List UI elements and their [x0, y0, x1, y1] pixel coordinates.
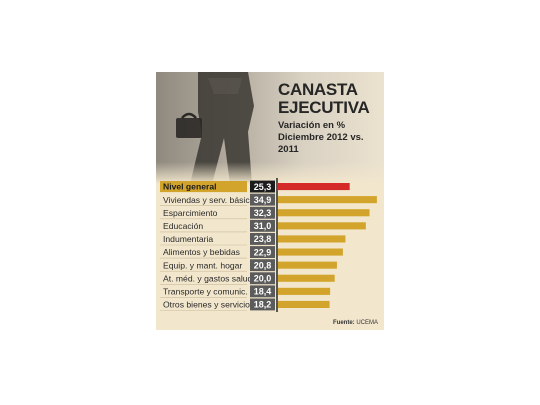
bar [278, 287, 331, 295]
value-box [250, 246, 275, 258]
businessman-figure [176, 72, 254, 184]
chart-card: CANASTA EJECUTIVA Variación en % Diciemb… [156, 72, 384, 330]
bar [278, 196, 377, 204]
value-label: 31,0 [254, 221, 272, 231]
highlight-label-bg [160, 181, 247, 193]
value-label: 22,9 [254, 247, 272, 257]
category-label: Otros bienes y servicios [163, 300, 254, 310]
value-label: 20,0 [254, 273, 272, 283]
category-label: Educación [163, 221, 203, 231]
value-box [250, 285, 275, 298]
source-name: UCEMA [356, 320, 378, 326]
value-label: 23,8 [254, 234, 272, 244]
title-line-1: CANASTA [278, 80, 358, 99]
bar [278, 235, 346, 243]
bar [278, 183, 350, 191]
category-label: At. méd. y gastos salud [163, 273, 253, 283]
bar-chart: Nivel general 25,3 Viviendas y serv. básic… [160, 178, 377, 312]
value-box [250, 233, 275, 245]
title-line-2: EJECUTIVA [278, 98, 370, 117]
value-label: 18,2 [254, 300, 272, 310]
category-label: Viviendas y serv. básicos [163, 195, 259, 205]
value-box [250, 272, 275, 285]
value-label: 20,8 [254, 260, 272, 270]
header-photo [156, 72, 384, 184]
bar [278, 248, 343, 256]
bar [278, 209, 370, 217]
value-label: 18,4 [254, 287, 272, 297]
category-label: Esparcimiento [163, 208, 218, 218]
bar [278, 300, 330, 308]
subtitle-line-1: Variación en % [278, 120, 346, 131]
value-box [250, 259, 275, 272]
value-label: 32,3 [254, 208, 272, 218]
value-box [250, 219, 275, 232]
value-label: 34,9 [254, 195, 272, 205]
bar [278, 261, 337, 269]
category-label: Nivel general [163, 182, 217, 192]
chart-title: CANASTA EJECUTIVA [278, 80, 370, 117]
value-label: 25,3 [254, 182, 272, 192]
source-note: Fuente: UCEMA [333, 320, 378, 326]
category-label: Indumentaria [163, 234, 213, 244]
value-box [250, 206, 275, 219]
category-label: Transporte y comunic. [163, 286, 248, 296]
bar [278, 274, 335, 282]
bar [278, 222, 366, 230]
category-label: Equip. y mant. hogar [163, 260, 242, 270]
value-box [250, 180, 275, 193]
value-box [250, 298, 275, 311]
source-label: Fuente: [332, 320, 355, 326]
chart-subtitle: Variación en % Diciembre 2012 vs. 2011 [278, 120, 384, 156]
category-label: Alimentos y bebidas [163, 247, 240, 257]
value-box [250, 193, 275, 206]
subtitle-line-2: Diciembre 2012 vs. 2011 [278, 132, 364, 155]
